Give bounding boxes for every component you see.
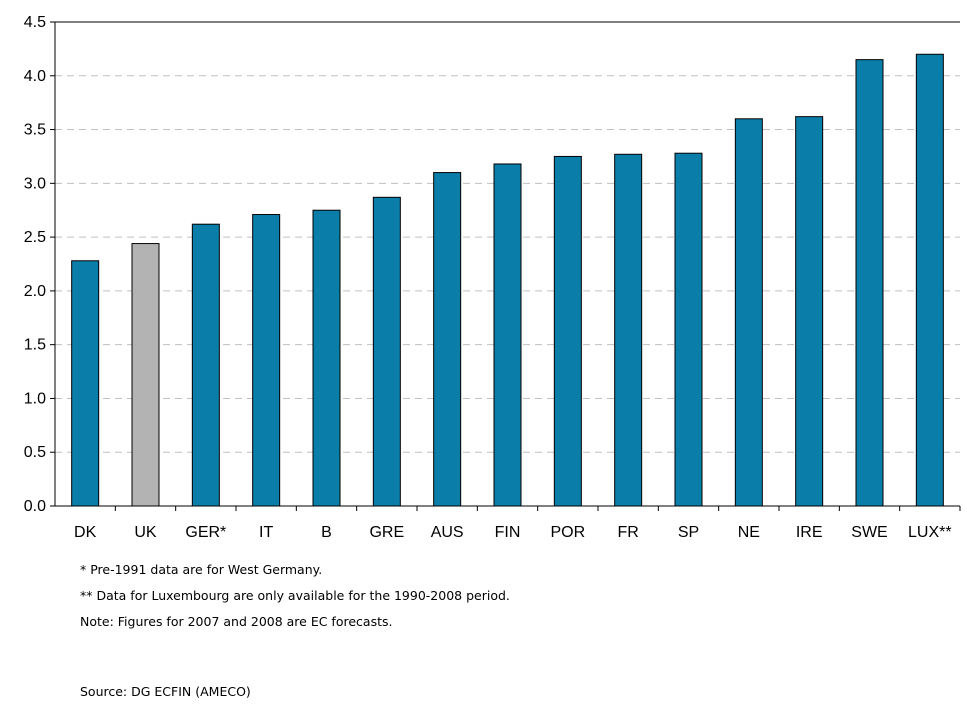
x-tick-label: GER*: [185, 524, 226, 541]
bar-aus: [433, 172, 462, 507]
y-tick-label: 2.5: [24, 229, 46, 246]
x-tick-label: SP: [678, 524, 699, 541]
bar-gre: [372, 196, 401, 507]
y-tick-label: 1.0: [24, 390, 46, 407]
bar-it: [252, 214, 281, 507]
source-note: Source: DG ECFIN (AMECO): [80, 684, 251, 699]
bar-ire: [795, 116, 824, 507]
y-tick-label: 0.5: [24, 444, 46, 461]
chart-notes: * Pre-1991 data are for West Germany. **…: [80, 562, 960, 710]
x-tick-label: POR: [550, 524, 585, 541]
x-tick-label: AUS: [431, 524, 464, 541]
y-tick-label: 4.0: [24, 68, 46, 85]
x-axis-tick-labels: DK UK GER* IT B GRE AUS FIN POR FR SP NE IRE SWE LUX**: [74, 524, 952, 541]
y-tick-label: 3.5: [24, 122, 46, 139]
bar-chart: 0.0 0.5 1.0 1.5 2.0 2.5 3.0 3.5 4.0 4.5 DK UK GER* I…: [24, 14, 961, 541]
x-tick-label: IRE: [796, 524, 823, 541]
x-tick-label: IT: [259, 524, 273, 541]
y-tick-label: 0.0: [24, 498, 46, 515]
bar-sp: [674, 152, 703, 507]
bar-fr: [614, 153, 643, 507]
x-tick-label: DK: [74, 524, 97, 541]
axes: [50, 21, 961, 511]
bar-ne: [734, 118, 763, 507]
x-tick-label: B: [321, 524, 332, 541]
bar-uk: [131, 243, 160, 507]
x-tick-label: NE: [738, 524, 760, 541]
x-tick-label: SWE: [851, 524, 887, 541]
y-axis-tick-labels: 0.0 0.5 1.0 1.5 2.0 2.5 3.0 3.5 4.0 4.5: [24, 14, 46, 515]
y-tick-label: 1.5: [24, 337, 46, 354]
x-tick-label: GRE: [369, 524, 404, 541]
bar-swe: [855, 59, 884, 507]
note-forecasts: Note: Figures for 2007 and 2008 are EC f…: [80, 614, 393, 629]
bar-ger: [191, 223, 220, 507]
bar-por: [553, 155, 582, 507]
x-tick-label: FIN: [495, 524, 521, 541]
footnote-west-germany: * Pre-1991 data are for West Germany.: [80, 562, 323, 577]
y-tick-label: 3.0: [24, 175, 46, 192]
bar-b: [312, 209, 341, 507]
x-tick-label: FR: [618, 524, 639, 541]
bar-dk: [71, 260, 100, 507]
bar-lux: [915, 53, 944, 507]
footnote-luxembourg: ** Data for Luxembourg are only availabl…: [80, 588, 510, 603]
bar-fin: [493, 163, 522, 507]
y-tick-label: 2.0: [24, 283, 46, 300]
bars: [71, 53, 944, 507]
x-tick-label: UK: [134, 524, 157, 541]
y-tick-label: 4.5: [24, 14, 46, 31]
x-tick-label: LUX**: [908, 524, 952, 541]
